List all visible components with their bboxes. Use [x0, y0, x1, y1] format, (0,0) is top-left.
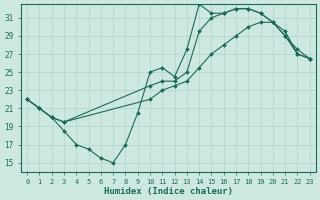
X-axis label: Humidex (Indice chaleur): Humidex (Indice chaleur) — [104, 187, 233, 196]
